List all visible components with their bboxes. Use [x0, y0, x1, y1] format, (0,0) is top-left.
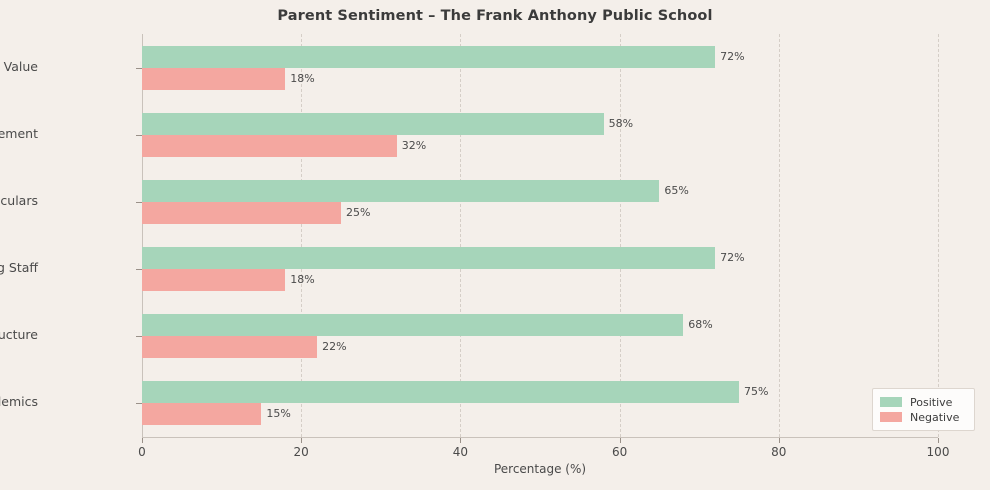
bar-negative[interactable] [142, 269, 286, 292]
bar-group: 68% 22% [142, 314, 938, 359]
x-axis-tick-label: 40 [452, 445, 469, 459]
x-axis-tick-label: 80 [771, 445, 787, 459]
bar-value-label: 58% [608, 116, 634, 130]
x-axis-tick [619, 438, 621, 443]
y-axis-tick-label: Management [0, 125, 38, 141]
y-axis-tick [136, 67, 142, 69]
bar-value-label: 65% [664, 183, 689, 197]
legend-swatch-positive-icon [880, 397, 902, 407]
gridline [619, 34, 621, 437]
bar-negative[interactable] [142, 403, 262, 426]
bar-value-label: 68% [688, 318, 713, 332]
bar-negative[interactable] [142, 201, 341, 224]
y-axis-tick-label: Fee Value [0, 58, 38, 74]
bar-value-label: 25% [346, 205, 371, 219]
bar-group: 65% 25% [142, 179, 938, 224]
legend-label-positive: Positive [910, 395, 953, 409]
bar-negative[interactable] [142, 134, 397, 157]
bar-positive[interactable] [142, 179, 660, 202]
bar-value-label: 32% [401, 138, 427, 152]
bar-value-label: 72% [720, 49, 745, 63]
x-axis-title: Percentage (%) [493, 462, 587, 476]
x-axis-tick [142, 438, 143, 443]
x-axis-tick [778, 438, 780, 443]
bar-value-label: 72% [720, 251, 745, 265]
x-axis-tick [301, 438, 303, 443]
x-axis-tick-label: 0 [138, 445, 146, 459]
bar-group: 75% 15% [142, 381, 938, 426]
bar-positive[interactable] [142, 112, 604, 135]
y-axis-tick-label: Extracurriculars [0, 192, 38, 208]
x-axis-spine [142, 437, 938, 438]
legend-item-negative[interactable]: Negative [880, 410, 967, 424]
y-axis-tick-label: Teaching Staff [0, 260, 38, 276]
bar-positive[interactable] [142, 247, 716, 270]
bar-group: 72% 18% [142, 45, 938, 90]
bar-value-label: 75% [744, 385, 769, 399]
gridline [301, 34, 303, 437]
x-axis-tick [938, 438, 939, 443]
y-axis-tick [136, 134, 142, 136]
bar-positive[interactable] [142, 45, 716, 68]
bar-value-label: 18% [290, 273, 315, 287]
y-axis-tick [136, 336, 142, 338]
gridline [778, 34, 780, 437]
bar-value-label: 22% [322, 340, 347, 354]
x-axis-tick-label: 20 [293, 445, 309, 459]
y-axis-tick [136, 269, 142, 271]
y-axis-tick-label: Academics [0, 394, 38, 410]
bar-negative[interactable] [142, 67, 286, 90]
y-axis-tick [136, 403, 142, 405]
gridline [938, 34, 939, 437]
y-axis-tick-label: Infrastructure [0, 327, 38, 343]
y-axis-tick [136, 201, 142, 203]
bar-group: 58% 32% [142, 112, 938, 157]
y-axis-spine [142, 34, 143, 437]
bar-positive[interactable] [142, 381, 739, 404]
chart-legend: Positive Negative [872, 388, 975, 431]
bar-negative[interactable] [142, 336, 318, 359]
plot-area: 72% 18% 58% 32% 65% 25% 72% 18% 68% 22% 75% 15% [142, 34, 939, 437]
bar-value-label: 18% [290, 71, 315, 85]
x-axis-tick [460, 438, 462, 443]
legend-label-negative: Negative [910, 410, 960, 424]
legend-swatch-negative-icon [880, 412, 902, 422]
bar-value-label: 15% [266, 407, 291, 421]
bar-positive[interactable] [142, 314, 684, 337]
legend-item-positive[interactable]: Positive [880, 395, 967, 409]
bar-group: 72% 18% [142, 247, 938, 292]
x-axis-tick-label: 100 [926, 445, 950, 459]
page-title: Parent Sentiment – The Frank Anthony Pub… [277, 8, 713, 24]
gridline [460, 34, 462, 437]
x-axis-tick-label: 60 [611, 445, 628, 459]
